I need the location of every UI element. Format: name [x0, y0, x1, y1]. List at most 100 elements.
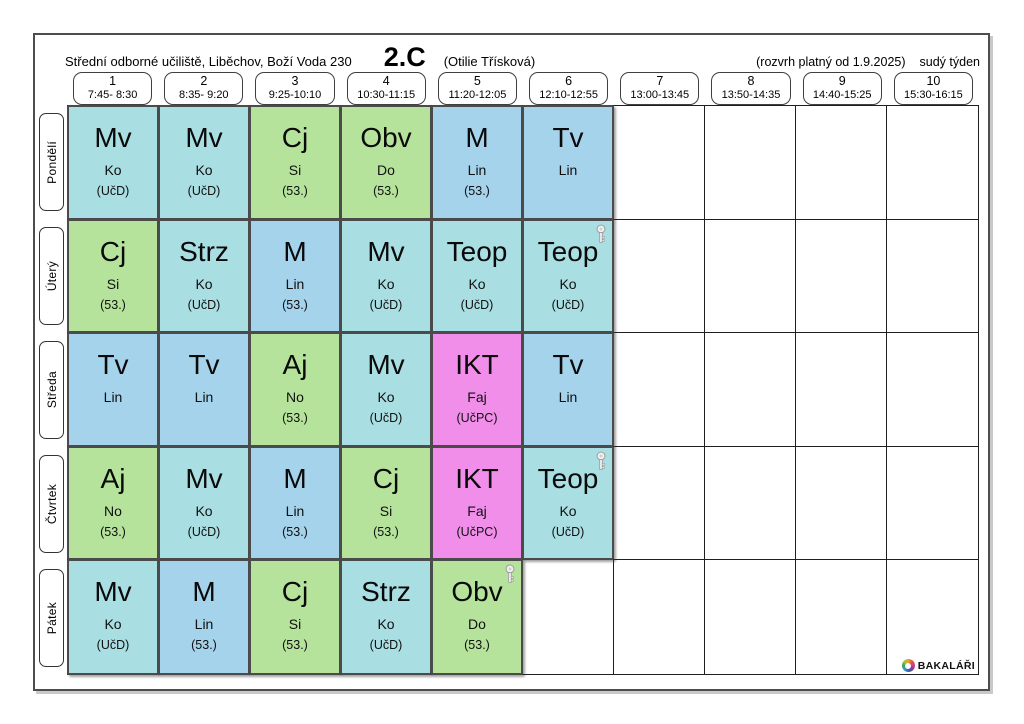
timetable-cell: Mv Ko (UčD) [67, 105, 159, 220]
lesson-card[interactable]: Cj Si (53.) [340, 445, 432, 561]
timetable-cell [705, 333, 796, 447]
timetable-cell: Mv Ko (UčD) [158, 445, 250, 561]
timetable-cell [614, 446, 705, 561]
timetable-cell [796, 446, 887, 561]
lesson-room: (UčD) [369, 638, 403, 653]
lesson-room: (53.) [100, 524, 126, 539]
timetable-cell [705, 446, 796, 561]
day-label-text: Pondělí [44, 140, 59, 184]
lesson-subject: M [465, 122, 489, 153]
lesson-card[interactable]: Cj Si (53.) [67, 218, 159, 334]
lesson-teacher: Lin [558, 389, 578, 406]
lesson-card[interactable]: Mv Ko (UčD) [158, 105, 250, 220]
day-label-3: Středa [39, 341, 64, 439]
lesson-card[interactable]: Teop Ko (UčD) [431, 218, 523, 334]
lesson-card[interactable]: Strz Ko (UčD) [340, 559, 432, 675]
lesson-card[interactable]: IKT Faj (UčPC) [431, 445, 523, 561]
lesson-room: (53.) [464, 184, 490, 198]
lesson-room: (UčD) [551, 524, 585, 539]
lesson-teacher: Faj [467, 389, 487, 406]
lesson-subject: IKT [455, 349, 499, 381]
lesson-teacher: No [286, 389, 304, 406]
timetable-cell: Cj Si (53.) [249, 559, 341, 675]
lesson-card[interactable]: M Lin (53.) [158, 559, 250, 675]
lesson-subject: Mv [94, 576, 132, 608]
title-bar: Střední odborné učiliště, Liběchov, Boží… [65, 44, 980, 71]
period-header-3: 3 9:25-10:10 [255, 72, 335, 105]
lesson-card[interactable]: Mv Ko (UčD) [158, 445, 250, 561]
lesson-card[interactable]: M Lin (53.) [431, 105, 523, 220]
bakalari-logo-icon [901, 659, 915, 672]
lesson-room: (UčD) [187, 524, 221, 539]
lesson-card[interactable]: Tv Lin [522, 332, 614, 447]
timetable-cell: Teop Ko (UčD) [522, 218, 614, 334]
lesson-subject: M [283, 462, 307, 494]
timetable-cell: Cj Si (53.) [249, 105, 341, 220]
lesson-room: (UčD) [96, 184, 130, 198]
lesson-card[interactable]: Cj Si (53.) [249, 559, 341, 675]
lesson-room: (53.) [282, 184, 308, 198]
timetable-cell [523, 560, 614, 674]
lesson-card[interactable]: Aj No (53.) [249, 332, 341, 447]
lesson-subject: Strz [179, 235, 229, 267]
lesson-card[interactable]: Obv Do (53.) [431, 559, 523, 675]
lesson-subject: Tv [188, 349, 220, 381]
lesson-room: (53.) [373, 524, 399, 539]
lesson-card[interactable]: Mv Ko (UčD) [340, 218, 432, 334]
lesson-teacher: Ko [468, 275, 486, 292]
lesson-teacher: Si [379, 502, 393, 519]
lesson-card[interactable]: Tv Lin [158, 332, 250, 447]
timetable-cell: Obv Do (53.) [340, 105, 432, 220]
day-label-5: Pátek [39, 569, 64, 667]
timetable-cell [887, 333, 978, 447]
lesson-card[interactable]: Strz Ko (UčD) [158, 218, 250, 334]
lesson-subject: M [283, 235, 307, 267]
school-name: Střední odborné učiliště, Liběchov, Boží… [65, 54, 352, 69]
lesson-subject: Cj [372, 462, 400, 494]
lesson-card[interactable]: Obv Do (53.) [340, 105, 432, 220]
lesson-card[interactable]: Cj Si (53.) [249, 105, 341, 220]
timetable-cell: Mv Ko (UčD) [158, 105, 250, 220]
timetable-cell: Tv Lin [158, 332, 250, 447]
lesson-teacher: Lin [103, 389, 123, 406]
timetable-cell: Mv Ko (UčD) [340, 218, 432, 334]
validity-note: (rozvrh platný od 1.9.2025) [756, 55, 906, 69]
lesson-room: (UčD) [369, 297, 403, 312]
day-label-text: Středa [44, 371, 59, 409]
lesson-teacher: Ko [104, 616, 122, 633]
lesson-card[interactable]: Tv Lin [67, 332, 159, 447]
lesson-subject: IKT [455, 462, 499, 494]
timetable-cell: M Lin (53.) [249, 218, 341, 334]
timetable-cell: Cj Si (53.) [67, 218, 159, 334]
lesson-card[interactable]: Teop Ko (UčD) [522, 445, 614, 561]
lesson-teacher: Ko [377, 616, 395, 633]
lesson-room: (UčD) [460, 297, 494, 312]
lesson-card[interactable]: Mv Ko (UčD) [340, 332, 432, 447]
lesson-room: (53.) [282, 524, 308, 539]
lesson-subject: Mv [367, 349, 405, 381]
lesson-card[interactable]: Aj No (53.) [67, 445, 159, 561]
day-label-text: Čtvrtek [44, 483, 59, 525]
lesson-card[interactable]: Teop Ko (UčD) [522, 218, 614, 334]
timetable-cell [887, 447, 978, 561]
lesson-teacher: Ko [195, 162, 213, 178]
lesson-card[interactable]: M Lin (53.) [249, 445, 341, 561]
lesson-teacher: Si [288, 616, 302, 633]
timetable-cell: Obv Do (53.) [431, 559, 523, 675]
timetable-cell: Tv Lin [522, 105, 614, 220]
timetable-cell: M Lin (53.) [249, 445, 341, 561]
lesson-card[interactable]: Tv Lin [522, 105, 614, 220]
timetable-cell [614, 333, 705, 447]
lesson-card[interactable]: Mv Ko (UčD) [67, 559, 159, 675]
timetable-cell [796, 106, 887, 220]
timetable-cell: M Lin (53.) [158, 559, 250, 675]
timetable-cell [705, 106, 796, 220]
lesson-room: (UčD) [369, 411, 403, 426]
lesson-teacher: Lin [194, 389, 214, 406]
lesson-card[interactable]: IKT Faj (UčPC) [431, 332, 523, 447]
lesson-card[interactable]: M Lin (53.) [249, 218, 341, 334]
day-label-text: Pátek [44, 601, 59, 635]
lesson-card[interactable]: Mv Ko (UčD) [67, 105, 159, 220]
timetable-cell: Teop Ko (UčD) [431, 218, 523, 334]
lesson-room: (UčPC) [456, 524, 498, 539]
